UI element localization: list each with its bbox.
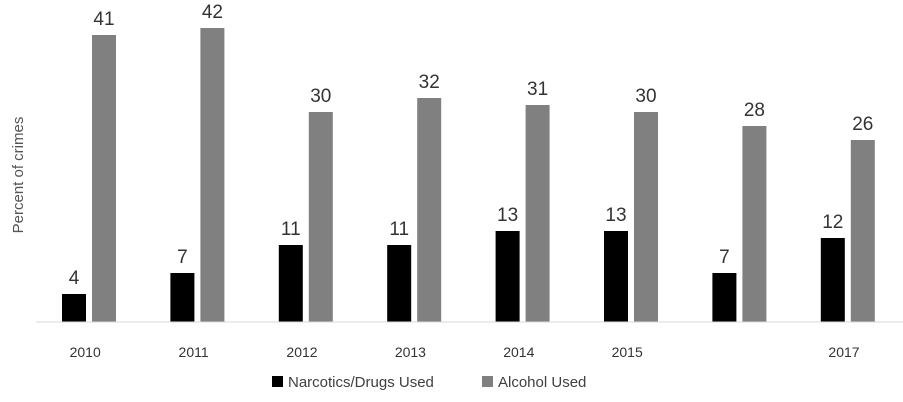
legend-swatch-narcotics <box>272 376 283 387</box>
data-label-alcohol-1: 42 <box>202 2 223 23</box>
data-label-narcotics-2: 11 <box>281 219 301 240</box>
legend-label-narcotics: Narcotics/Drugs Used <box>288 374 434 391</box>
data-label-alcohol-0: 41 <box>93 9 114 30</box>
bar-alcohol-2 <box>308 112 333 322</box>
bar-alcohol-5 <box>634 112 658 322</box>
data-label-narcotics-5: 13 <box>605 205 626 226</box>
data-label-narcotics-4: 13 <box>497 205 518 226</box>
y-axis-title: Percent of crimes <box>10 117 27 234</box>
bar-alcohol-1 <box>200 28 225 322</box>
data-label-alcohol-2: 30 <box>310 86 331 107</box>
bar-narcotics-2 <box>278 245 303 322</box>
x-tick-label-5: 2015 <box>612 344 643 360</box>
bar-alcohol-4 <box>525 105 550 322</box>
bars-layer <box>62 28 875 322</box>
x-tick-labels: 2010 2011 2012 2013 2014 2015 2017 <box>70 344 860 360</box>
bar-narcotics-5 <box>604 231 628 322</box>
data-label-narcotics-3: 11 <box>389 219 409 240</box>
bar-narcotics-0 <box>62 294 86 322</box>
data-label-narcotics-7: 12 <box>822 212 843 233</box>
legend-label-alcohol: Alcohol Used <box>498 374 586 391</box>
x-tick-label-3: 2013 <box>395 344 426 360</box>
data-label-alcohol-7: 26 <box>852 114 873 135</box>
bar-narcotics-3 <box>387 245 412 322</box>
bar-alcohol-0 <box>92 35 116 322</box>
x-tick-label-2: 2012 <box>286 344 317 360</box>
x-tick-label-4: 2014 <box>503 344 534 360</box>
x-tick-label-7: 2017 <box>828 344 859 360</box>
data-label-alcohol-4: 31 <box>527 79 548 100</box>
bar-narcotics-4 <box>495 231 520 322</box>
x-tick-label-1: 2011 <box>179 344 209 360</box>
bar-alcohol-6 <box>742 126 767 322</box>
legend: Narcotics/Drugs Used Alcohol Used <box>272 374 586 391</box>
bar-narcotics-6 <box>712 273 737 322</box>
data-label-narcotics-0: 4 <box>69 268 80 289</box>
legend-swatch-alcohol <box>482 376 493 387</box>
x-tick-label-0: 2010 <box>70 344 101 360</box>
bar-narcotics-7 <box>820 238 845 322</box>
data-label-narcotics-6: 7 <box>719 247 730 268</box>
data-label-alcohol-5: 30 <box>635 86 656 107</box>
bar-narcotics-1 <box>170 273 195 322</box>
data-label-narcotics-1: 7 <box>177 247 188 268</box>
bar-alcohol-3 <box>417 98 442 322</box>
data-labels-layer: 4 41 7 42 11 30 11 32 13 31 13 30 7 28 12 26 <box>69 2 874 289</box>
bar-alcohol-7 <box>850 140 875 322</box>
data-label-alcohol-6: 28 <box>744 100 765 121</box>
data-label-alcohol-3: 32 <box>419 72 440 93</box>
